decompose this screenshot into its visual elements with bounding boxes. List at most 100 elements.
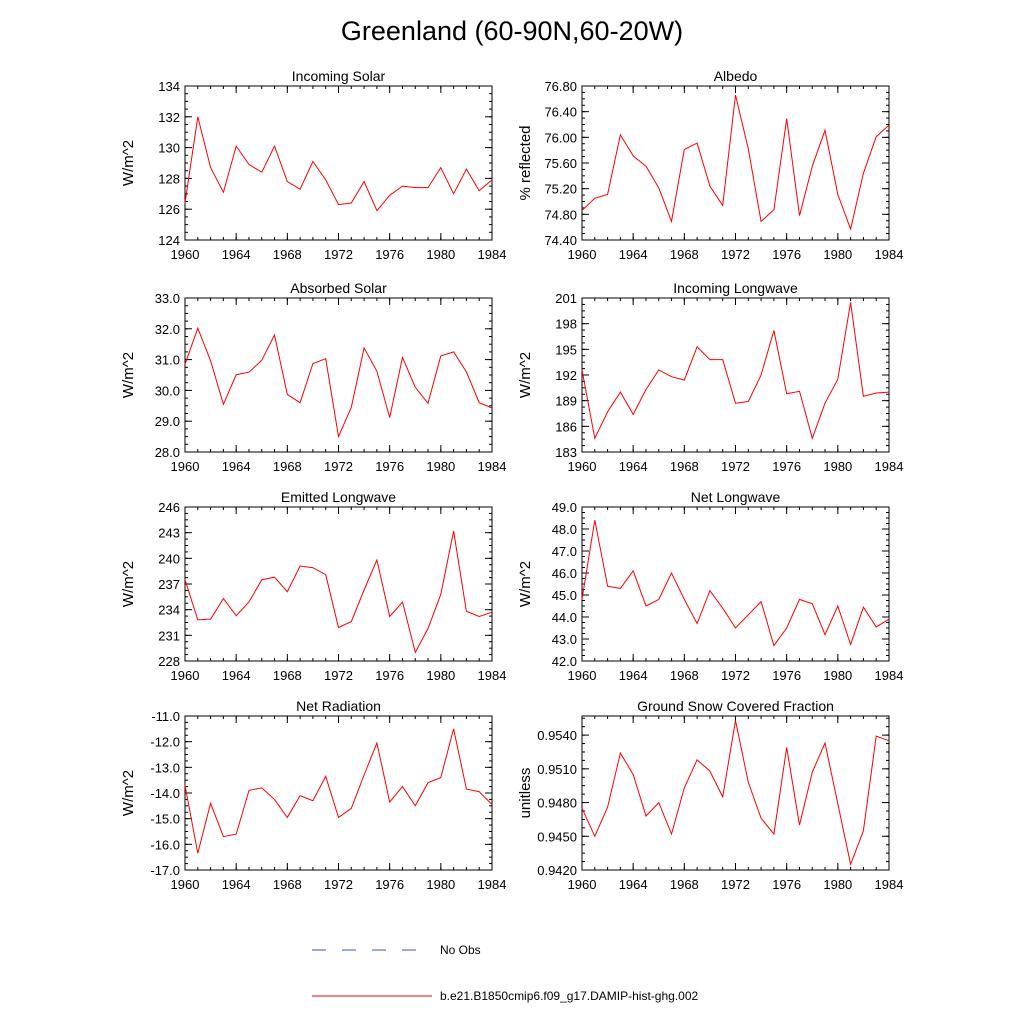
plot-frame [581, 506, 890, 662]
panel-net-radiation: Net Radiation W/m^2 1960 1964 1968 1972 1976 19… [120, 698, 506, 892]
series-line [184, 116, 493, 212]
x-tick-label: 1976 [772, 668, 801, 683]
y-tick-label: 126 [158, 202, 180, 217]
y-tick-label: 128 [158, 171, 180, 186]
series-line [581, 94, 890, 231]
y-tick-label: 74.80 [544, 207, 577, 222]
series-line [184, 728, 493, 854]
panel-title: Absorbed Solar [290, 280, 387, 296]
plot-frame [581, 85, 890, 241]
plot-frame [184, 715, 493, 871]
y-tick-label: 237 [158, 577, 180, 592]
y-tick-label: 0.9480 [537, 796, 577, 811]
y-tick-label: 47.0 [552, 544, 577, 559]
panel-absorbed-solar: Absorbed Solar W/m^2 1960 1964 1968 1972 1976 1… [120, 280, 506, 474]
series-line [184, 530, 493, 654]
y-tick-label: -16.0 [150, 837, 180, 852]
plot-frame [581, 715, 890, 871]
x-tick-label: 1964 [619, 668, 648, 683]
y-tick-label: 44.0 [552, 610, 577, 625]
x-tick-label: 1960 [568, 668, 597, 683]
y-tick-label: 228 [158, 654, 180, 669]
x-tick-label: 1980 [823, 459, 852, 474]
x-tick-label: 1984 [478, 459, 507, 474]
panel-net-longwave: Net Longwave W/m^2 1960 1964 1968 1972 1976 198… [517, 489, 903, 683]
y-tick-label: 0.9420 [537, 863, 577, 878]
y-tick-label: 231 [158, 628, 180, 643]
x-tick-label: 1968 [273, 877, 302, 892]
panel-emitted-longwave: Emitted Longwave W/m^2 1960 1964 1968 1972 197… [120, 489, 506, 683]
x-tick-label: 1984 [478, 668, 507, 683]
y-tick-label: 186 [555, 419, 577, 434]
y-tick-label: 134 [158, 79, 180, 94]
x-tick-label: 1964 [222, 668, 251, 683]
y-axis-label: unitless [517, 768, 534, 819]
y-axis-label: W/m^2 [517, 352, 534, 398]
x-tick-label: 1972 [324, 247, 353, 262]
y-tick-label: -13.0 [150, 760, 180, 775]
x-tick-label: 1964 [222, 877, 251, 892]
x-tick-label: 1964 [619, 877, 648, 892]
y-tick-label: 189 [555, 394, 577, 409]
y-tick-label: 132 [158, 110, 180, 125]
x-tick-label: 1968 [670, 247, 699, 262]
x-tick-label: 1972 [324, 459, 353, 474]
x-tick-label: 1960 [171, 247, 200, 262]
panel-title: Ground Snow Covered Fraction [637, 698, 834, 714]
y-tick-label: 49.0 [552, 500, 577, 515]
panel-title: Incoming Solar [292, 68, 386, 84]
x-tick-label: 1960 [171, 877, 200, 892]
y-tick-label: 243 [158, 526, 180, 541]
x-tick-label: 1972 [721, 668, 750, 683]
y-tick-label: 0.9450 [537, 829, 577, 844]
y-tick-label: 75.20 [544, 182, 577, 197]
x-tick-label: 1984 [875, 247, 904, 262]
x-tick-label: 1960 [171, 668, 200, 683]
legend-label-model: b.e21.B1850cmip6.f09_g17.DAMIP-hist-ghg.… [440, 989, 698, 1003]
y-tick-label: 246 [158, 500, 180, 515]
x-tick-label: 1972 [721, 459, 750, 474]
y-tick-label: -14.0 [150, 786, 180, 801]
y-tick-label: 0.9540 [537, 728, 577, 743]
y-tick-label: 76.40 [544, 105, 577, 120]
legend-label-no-obs: No Obs [440, 943, 481, 957]
plot-frame [581, 297, 890, 453]
panel-title: Net Radiation [296, 698, 381, 714]
x-tick-label: 1980 [426, 668, 455, 683]
y-axis-label: W/m^2 [120, 140, 137, 186]
x-tick-label: 1976 [375, 247, 404, 262]
y-axis-label: W/m^2 [517, 561, 534, 607]
x-tick-label: 1960 [568, 247, 597, 262]
y-tick-label: 33.0 [155, 291, 180, 306]
x-tick-label: 1976 [375, 459, 404, 474]
x-tick-label: 1980 [426, 459, 455, 474]
y-tick-label: 30.0 [155, 383, 180, 398]
y-tick-label: 28.0 [155, 445, 180, 460]
x-tick-label: 1960 [171, 459, 200, 474]
series-line [581, 520, 890, 647]
x-tick-label: 1968 [670, 459, 699, 474]
legend: No Obs b.e21.B1850cmip6.f09_g17.DAMIP-hi… [312, 943, 698, 1003]
x-tick-label: 1972 [721, 247, 750, 262]
series-line [184, 326, 493, 439]
y-tick-label: -12.0 [150, 735, 180, 750]
x-tick-label: 1980 [426, 877, 455, 892]
y-tick-label: 29.0 [155, 414, 180, 429]
y-axis-label: W/m^2 [120, 352, 137, 398]
x-tick-label: 1960 [568, 459, 597, 474]
y-tick-label: 183 [555, 445, 577, 460]
y-tick-label: 32.0 [155, 322, 180, 337]
x-tick-label: 1976 [772, 459, 801, 474]
y-tick-label: -15.0 [150, 812, 180, 827]
x-tick-label: 1968 [670, 877, 699, 892]
x-tick-label: 1984 [478, 877, 507, 892]
figure-title: Greenland (60-90N,60-20W) [341, 16, 683, 46]
y-tick-label: 76.80 [544, 79, 577, 94]
x-tick-label: 1964 [222, 247, 251, 262]
panel-title: Incoming Longwave [673, 280, 798, 296]
y-tick-label: 240 [158, 551, 180, 566]
y-tick-label: 75.60 [544, 156, 577, 171]
x-tick-label: 1984 [478, 247, 507, 262]
panels: Incoming Solar W/m^2 1960 1964 1968 1972 1976 1… [120, 68, 903, 892]
x-tick-label: 1968 [273, 247, 302, 262]
